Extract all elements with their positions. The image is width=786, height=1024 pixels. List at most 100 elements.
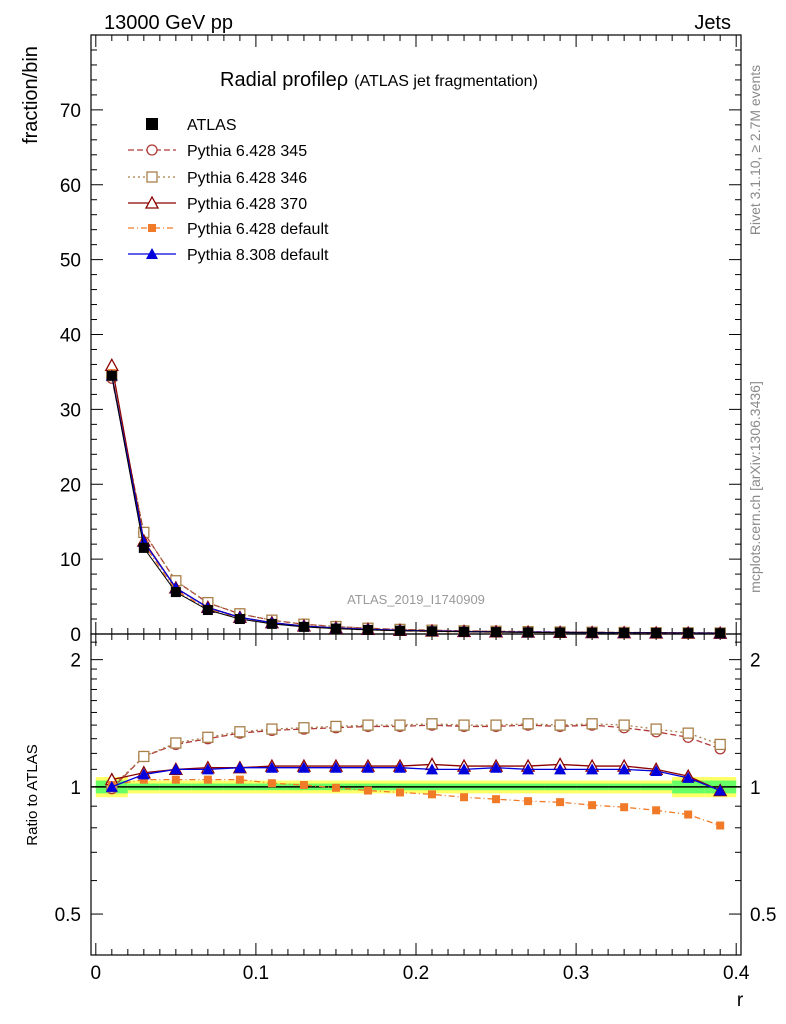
series-1-point-ratio (202, 731, 214, 743)
y-tick-label-top: 20 (60, 475, 81, 496)
atlas-line (111, 375, 721, 634)
y-axis-label-bottom: Ratio to ATLAS (24, 744, 41, 845)
legend-label: Pythia 6.428 370 (187, 196, 307, 213)
series-1-point-ratio (138, 750, 150, 763)
series-3-point-ratio (556, 798, 565, 807)
series-1-point-ratio (458, 719, 470, 731)
series-1-point-ratio (618, 719, 630, 731)
series-1-point-ratio (234, 726, 246, 738)
legend-marker (146, 171, 158, 183)
series-4-point-ratio (233, 761, 246, 773)
series-3-point-ratio (588, 801, 597, 810)
atlas-point (106, 370, 117, 381)
y-tick-label-top: 30 (60, 400, 81, 421)
header-process: 13000 GeV pp (104, 12, 233, 34)
plot-title: Radial profileρ (ATLAS jet fragmentation) (220, 69, 538, 91)
atlas-point (298, 621, 309, 632)
series-3-point-ratio (267, 779, 276, 788)
series-4-point-ratio (169, 763, 182, 775)
legend-marker (146, 248, 158, 259)
series-1-point-ratio (554, 719, 566, 731)
atlas-point (330, 623, 341, 634)
atlas-point (651, 628, 662, 639)
x-tick-label: 0.4 (723, 963, 750, 984)
series-4-point-ratio (458, 763, 471, 775)
atlas-point (266, 618, 277, 629)
mcplots-label: mcplots.cern.ch [arXiv:1306.3436] (747, 381, 763, 593)
y-axis-label-top: fraction/bin (20, 46, 42, 144)
legend-label: Pythia 8.308 default (187, 247, 329, 264)
series-4-point-ratio (490, 761, 503, 773)
plot-title-main: Radial profile (220, 69, 337, 91)
series-3-point-ratio (395, 788, 404, 797)
series-3-point-ratio (299, 781, 308, 790)
atlas-point (202, 605, 213, 616)
atlas-point (459, 626, 470, 637)
series-4-point-ratio (426, 763, 439, 775)
atlas-point (394, 625, 405, 636)
y-tick-label-top: 40 (60, 326, 81, 347)
series-4-point-ratio (554, 763, 567, 775)
series-1-point-ratio (394, 719, 406, 731)
series-1-point-ratio (522, 718, 534, 730)
x-tick-label: 0 (91, 963, 102, 984)
series-1-point-ratio (586, 718, 598, 730)
series-4-point-ratio (329, 761, 342, 773)
series-3-point-ratio (620, 803, 629, 812)
series-4-point-ratio (361, 761, 374, 773)
x-tick-label: 0.2 (403, 963, 429, 984)
series-3-point-ratio (171, 775, 180, 784)
atlas-point (587, 627, 598, 638)
legend: ATLAS Pythia 6.428 345 Pythia 6.428 346 Pyt… (128, 117, 329, 264)
series-3-point-ratio (492, 795, 501, 804)
y-tick-label-bottom: 1 (70, 778, 81, 799)
atlas-point (362, 624, 373, 635)
atlas-point (619, 627, 630, 638)
legend-marker-atlas (146, 118, 158, 130)
series-3-point-ratio (524, 797, 533, 806)
ratio-panel-frame (90, 633, 742, 956)
series-3-point-ratio (139, 775, 148, 784)
header-category: Jets (694, 12, 731, 34)
atlas-point (170, 587, 181, 598)
series-1-point-ratio (330, 720, 342, 733)
legend-marker (148, 224, 156, 232)
series-1-point-ratio (266, 723, 278, 735)
legend-marker (144, 195, 160, 209)
series-4-point-ratio (714, 784, 727, 796)
series-4-point-ratio (682, 771, 695, 783)
y-tick-label-bottom-right: 0.5 (750, 905, 776, 926)
series-3-point-ratio (684, 810, 693, 819)
series-3-point-ratio (203, 775, 212, 784)
series-2-point-top (104, 357, 119, 371)
legend-label: Pythia 6.428 default (187, 221, 329, 238)
series-3-point-ratio (363, 786, 372, 795)
series-1-point-ratio (298, 722, 310, 734)
series-1-point-ratio (362, 719, 374, 731)
plot-title-rho: ρ (337, 69, 348, 91)
series-1-point-ratio (490, 719, 502, 731)
series-3-point-ratio (331, 783, 340, 792)
legend-label: Pythia 6.428 346 (187, 170, 307, 187)
series-4-point-ratio (201, 763, 214, 775)
series-1-point-ratio (426, 718, 438, 730)
series-3-point-ratio (652, 806, 661, 815)
y-tick-label-bottom-right: 1 (750, 778, 761, 799)
series-3-point-ratio (716, 821, 725, 830)
atlas-point (491, 627, 502, 638)
series-4-point-ratio (650, 765, 663, 777)
legend-label: ATLAS (187, 117, 237, 134)
x-tick-label: 0.3 (563, 963, 589, 984)
series-3-point-ratio (235, 775, 244, 784)
y-tick-label-top: 50 (60, 251, 81, 272)
y-tick-label-top: 60 (60, 176, 81, 197)
legend-label: Pythia 6.428 345 (187, 143, 307, 160)
data-series (104, 357, 728, 830)
series-1-point-ratio (682, 727, 694, 739)
series-3-point-ratio (460, 793, 469, 802)
atlas-point (427, 626, 438, 637)
series-4-point-ratio (265, 761, 278, 773)
y-tick-label-bottom: 2 (70, 651, 81, 672)
series-4-line-ratio (111, 767, 721, 792)
series-3-line-ratio (111, 779, 721, 827)
